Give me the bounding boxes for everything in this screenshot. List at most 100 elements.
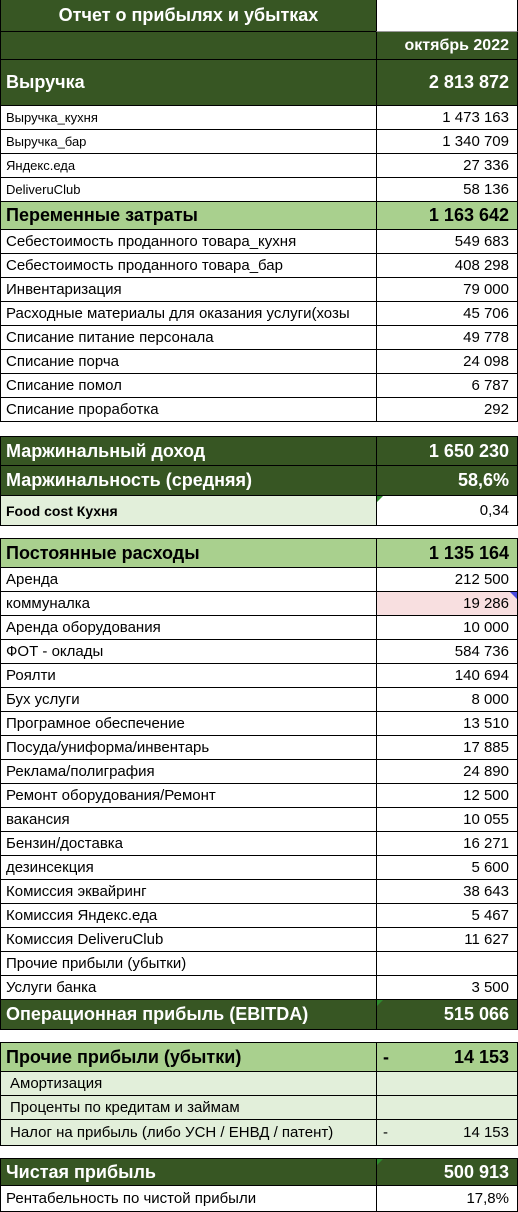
row-label[interactable]: Ремонт оборудования/Ремонт: [0, 784, 376, 808]
row-value[interactable]: 6 787: [376, 374, 518, 398]
net-margin-value[interactable]: 17,8%: [376, 1186, 518, 1212]
period-header[interactable]: октябрь 2022: [376, 32, 518, 60]
table-row: коммуналка 19 286: [0, 592, 518, 616]
row-label[interactable]: Выручка_бар: [0, 130, 376, 154]
other-number: 14 153: [453, 1046, 509, 1067]
row-value[interactable]: 1 473 163: [376, 106, 518, 130]
row-value[interactable]: 11 627: [376, 928, 518, 952]
row-label[interactable]: Расходные материалы для оказания услуги(…: [0, 302, 376, 326]
fixed-costs-value[interactable]: 1 135 164: [376, 538, 518, 568]
row-label[interactable]: Бензин/доставка: [0, 832, 376, 856]
row-label[interactable]: Списание проработка: [0, 398, 376, 422]
row-label[interactable]: Аренда: [0, 568, 376, 592]
row-label[interactable]: Списание помол: [0, 374, 376, 398]
row-label[interactable]: ФОТ - оклады: [0, 640, 376, 664]
row-label[interactable]: Бух услуги: [0, 688, 376, 712]
margin-avg-value[interactable]: 58,6%: [376, 466, 518, 496]
margin-income-label[interactable]: Маржинальный доход: [0, 436, 376, 466]
row-label[interactable]: коммуналка: [0, 592, 376, 616]
row-label[interactable]: Списание порча: [0, 350, 376, 374]
row-value[interactable]: - 14 153: [376, 1120, 518, 1146]
row-label[interactable]: Проценты по кредитам и займам: [0, 1096, 376, 1120]
row-value[interactable]: 45 706: [376, 302, 518, 326]
comment-marker-icon: [377, 1000, 383, 1006]
row-label[interactable]: Аренда оборудования: [0, 616, 376, 640]
row-label[interactable]: Списание питание персонала: [0, 326, 376, 350]
ebitda-value[interactable]: 515 066: [376, 1000, 518, 1030]
row-label[interactable]: Комиссия эквайринг: [0, 880, 376, 904]
row-value[interactable]: [376, 1072, 518, 1096]
row-label[interactable]: Амортизация: [0, 1072, 376, 1096]
net-profit-label[interactable]: Чистая прибыль: [0, 1158, 376, 1186]
row-label[interactable]: Комиссия DeliveruClub: [0, 928, 376, 952]
row-value[interactable]: 8 000: [376, 688, 518, 712]
row-value[interactable]: [376, 1096, 518, 1120]
row-label[interactable]: Себестоимость проданного товара_бар: [0, 254, 376, 278]
row-label[interactable]: Посуда/униформа/инвентарь: [0, 736, 376, 760]
fixed-costs-label[interactable]: Постоянные расходы: [0, 538, 376, 568]
row-value[interactable]: 16 271: [376, 832, 518, 856]
row-value[interactable]: 49 778: [376, 326, 518, 350]
row-value[interactable]: 3 500: [376, 976, 518, 1000]
title-value-cell[interactable]: [376, 0, 518, 32]
row-value[interactable]: 549 683: [376, 230, 518, 254]
food-cost-label[interactable]: Food cost Кухня: [0, 496, 376, 526]
row-value[interactable]: [376, 952, 518, 976]
row-value[interactable]: 38 643: [376, 880, 518, 904]
other-row: Прочие прибыли (убытки) - 14 153: [0, 1042, 518, 1072]
row-value[interactable]: 212 500: [376, 568, 518, 592]
row-label[interactable]: Услуги банка: [0, 976, 376, 1000]
food-cost-value[interactable]: 0,34: [376, 496, 518, 526]
row-value[interactable]: 5 467: [376, 904, 518, 928]
net-profit-value[interactable]: 500 913: [376, 1158, 518, 1186]
row-label[interactable]: Прочие прибыли (убытки): [0, 952, 376, 976]
revenue-label[interactable]: Выручка: [0, 60, 376, 106]
table-row: Себестоимость проданного товара_кухня 54…: [0, 230, 518, 254]
row-value[interactable]: 1 340 709: [376, 130, 518, 154]
report-title[interactable]: Отчет о прибылях и убытках: [0, 0, 376, 32]
row-label[interactable]: Себестоимость проданного товара_кухня: [0, 230, 376, 254]
row-value[interactable]: 27 336: [376, 154, 518, 178]
row-label[interactable]: Выручка_кухня: [0, 106, 376, 130]
ebitda-label[interactable]: Операционная прибыль (EBITDA): [0, 1000, 376, 1030]
row-value[interactable]: 10 000: [376, 616, 518, 640]
row-value[interactable]: 58 136: [376, 178, 518, 202]
other-label[interactable]: Прочие прибыли (убытки): [0, 1042, 376, 1072]
variable-costs-label[interactable]: Переменные затраты: [0, 202, 376, 230]
row-value[interactable]: 17 885: [376, 736, 518, 760]
row-value[interactable]: 10 055: [376, 808, 518, 832]
row-value[interactable]: 79 000: [376, 278, 518, 302]
row-label[interactable]: DeliveruClub: [0, 178, 376, 202]
row-value[interactable]: 584 736: [376, 640, 518, 664]
row-label[interactable]: Инвентаризация: [0, 278, 376, 302]
row-value[interactable]: 19 286: [376, 592, 518, 616]
variable-costs-value[interactable]: 1 163 642: [376, 202, 518, 230]
row-value[interactable]: 12 500: [376, 784, 518, 808]
row-value[interactable]: 24 098: [376, 350, 518, 374]
revenue-value[interactable]: 2 813 872: [376, 60, 518, 106]
net-margin-label[interactable]: Рентабельность по чистой прибыли: [0, 1186, 376, 1212]
table-row: Проценты по кредитам и займам: [0, 1096, 518, 1120]
row-label[interactable]: дезинсекция: [0, 856, 376, 880]
table-row: Бензин/доставка 16 271: [0, 832, 518, 856]
row-label[interactable]: вакансия: [0, 808, 376, 832]
row-label[interactable]: Реклама/полиграфия: [0, 760, 376, 784]
row-label[interactable]: Комиссия Яндекс.еда: [0, 904, 376, 928]
row-label[interactable]: Налог на прибыль (либо УСН / ЕНВД / пате…: [0, 1120, 376, 1146]
row-value[interactable]: 292: [376, 398, 518, 422]
row-value[interactable]: 408 298: [376, 254, 518, 278]
row-label[interactable]: Роялти: [0, 664, 376, 688]
other-value[interactable]: - 14 153: [376, 1042, 518, 1072]
margin-income-value[interactable]: 1 650 230: [376, 436, 518, 466]
row-label[interactable]: Яндекс.еда: [0, 154, 376, 178]
row-value[interactable]: 140 694: [376, 664, 518, 688]
table-row: Комиссия DeliveruClub 11 627: [0, 928, 518, 952]
period-label-cell[interactable]: [0, 32, 376, 60]
table-row: Реклама/полиграфия 24 890: [0, 760, 518, 784]
row-value[interactable]: 13 510: [376, 712, 518, 736]
margin-avg-label[interactable]: Маржинальность (средняя): [0, 466, 376, 496]
table-row: Себестоимость проданного товара_бар 408 …: [0, 254, 518, 278]
row-value[interactable]: 24 890: [376, 760, 518, 784]
row-value[interactable]: 5 600: [376, 856, 518, 880]
row-label[interactable]: Програмное обеспечение: [0, 712, 376, 736]
